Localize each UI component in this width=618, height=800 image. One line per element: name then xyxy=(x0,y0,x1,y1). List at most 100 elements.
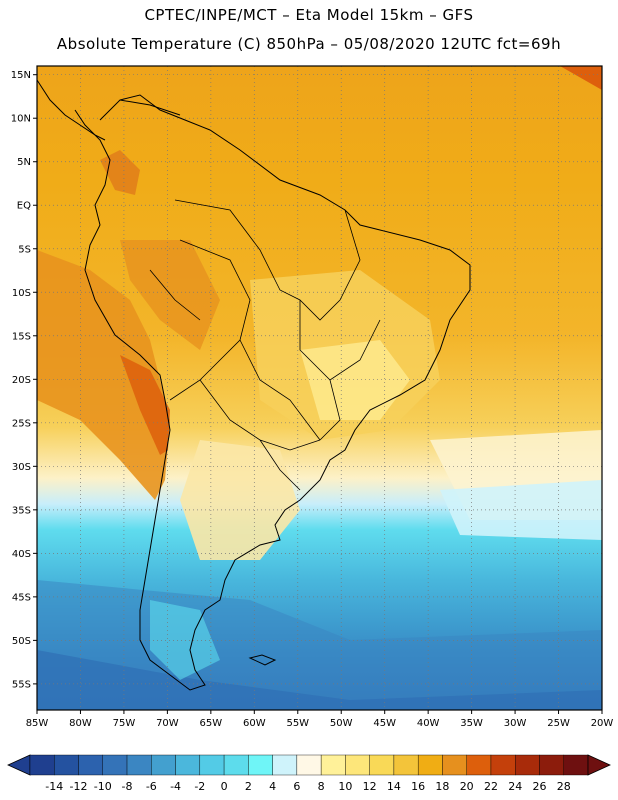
warm-region-andes xyxy=(37,250,170,500)
mild-region-southeast xyxy=(300,340,410,420)
lon-tick-label: 35W xyxy=(460,718,483,729)
colorbar-label: 24 xyxy=(508,780,522,793)
lon-tick-label: 60W xyxy=(243,718,266,729)
colorbar-label: -8 xyxy=(122,780,133,793)
colorbar-label: 18 xyxy=(435,780,449,793)
colorbar-label: -14 xyxy=(45,780,63,793)
colorbar-label: -2 xyxy=(194,780,205,793)
colorbar-label: 16 xyxy=(411,780,425,793)
lon-tick-label: 70W xyxy=(156,718,179,729)
colorbar-label: -6 xyxy=(146,780,157,793)
colorbar-swatch xyxy=(515,754,540,776)
temperature-anomaly-patches xyxy=(37,66,602,710)
lat-lon-grid xyxy=(37,66,602,710)
colorbar-swatch xyxy=(417,754,443,776)
colorbar-swatch xyxy=(296,754,322,776)
lat-tick-label: 40S xyxy=(12,549,31,560)
colorbar-label: -12 xyxy=(70,780,88,793)
caribbean-coastline xyxy=(99,99,181,121)
colorbar-swatch xyxy=(490,754,516,776)
colorbar-label: 8 xyxy=(318,780,325,793)
lat-tick-label: 30S xyxy=(12,462,31,473)
colorbar-swatch xyxy=(175,754,201,776)
lon-tick-label: 25W xyxy=(547,718,570,729)
colorbar-swatch xyxy=(29,754,55,776)
colorbar-swatch xyxy=(320,754,346,776)
colorbar-swatch xyxy=(199,754,225,776)
colorbar-swatch xyxy=(248,754,273,776)
colorbar-arrow-low xyxy=(7,754,31,776)
colorbar-swatch xyxy=(393,754,419,776)
axis-ticks xyxy=(33,74,603,714)
map-border xyxy=(36,65,603,711)
colorbar-swatch xyxy=(54,754,79,776)
colorbar-swatch xyxy=(78,754,103,776)
colorbar-label: -10 xyxy=(94,780,112,793)
central-america-coastline xyxy=(37,79,106,141)
colorbar-swatch xyxy=(345,754,370,776)
colorbar-arrow-high xyxy=(587,754,611,776)
lat-tick-label: 15S xyxy=(12,331,31,342)
lon-tick-label: 20W xyxy=(591,718,614,729)
lat-tick-label: 5S xyxy=(18,244,31,255)
colorbar-label: 28 xyxy=(557,780,571,793)
coastlines-borders xyxy=(37,79,471,691)
lat-tick-label: 10N xyxy=(11,114,31,125)
colorbar-label: 0 xyxy=(221,780,228,793)
latitude-labels: 15N 10N 5N EQ 5S 10S 15S 20S 25S 30S 35S 40S 45S 50S 5… xyxy=(11,70,31,690)
hot-region-corner xyxy=(560,66,602,90)
colorbar-swatch xyxy=(126,754,152,776)
colorbar-swatch xyxy=(539,754,564,776)
lon-tick-label: 75W xyxy=(113,718,136,729)
map-title: CPTEC/INPE/MCT – Eta Model 15km – GFS xyxy=(144,6,474,24)
colorbar-label: 2 xyxy=(245,780,252,793)
lon-tick-label: 30W xyxy=(504,718,527,729)
hot-region-atacama xyxy=(120,355,170,455)
falkland-islands xyxy=(248,654,277,666)
colorbar-swatch xyxy=(151,754,176,776)
colorbar-swatch xyxy=(223,754,249,776)
lat-tick-label: 20S xyxy=(12,375,31,386)
map-subtitle: Absolute Temperature (C) 850hPa – 05/08/… xyxy=(56,35,562,53)
lat-tick-label: 50S xyxy=(12,636,31,647)
longitude-labels: 85W 80W 75W 70W 65W 60W 55W 50W 45W 40W 35W 30W 25W 2… xyxy=(26,718,614,729)
lon-tick-label: 55W xyxy=(286,718,309,729)
lon-tick-label: 85W xyxy=(26,718,49,729)
lat-tick-label: 55S xyxy=(12,679,31,690)
country-borders xyxy=(149,199,381,491)
lon-tick-label: 45W xyxy=(373,718,396,729)
lat-tick-label: EQ xyxy=(17,201,31,212)
colorbar-label: 22 xyxy=(484,780,498,793)
temperature-colorbar: -14 -12 -10 -8 -6 -4 -2 0 2 4 6 8 10 12 14 16 18 20 22 24 26… xyxy=(7,754,611,793)
colorbar-label: 14 xyxy=(387,780,401,793)
lon-tick-label: 65W xyxy=(200,718,223,729)
lat-tick-label: 35S xyxy=(12,505,31,516)
colorbar-label: 6 xyxy=(293,780,300,793)
lon-tick-label: 80W xyxy=(69,718,92,729)
colorbar-swatch xyxy=(466,754,492,776)
colorbar-label: 4 xyxy=(269,780,276,793)
colorbar-label: 26 xyxy=(532,780,546,793)
lat-tick-label: 10S xyxy=(12,288,31,299)
colorbar-swatch xyxy=(272,754,298,776)
colorbar-label: 12 xyxy=(363,780,377,793)
colorbar-label: 10 xyxy=(338,780,352,793)
lat-tick-label: 15N xyxy=(11,70,31,81)
lon-tick-label: 50W xyxy=(330,718,353,729)
map-frame xyxy=(36,65,603,711)
colorbar-swatch xyxy=(563,754,589,776)
lat-tick-label: 45S xyxy=(12,592,31,603)
cold-region-patagonia xyxy=(150,600,220,680)
colorbar-swatch xyxy=(442,754,467,776)
cool-region-argentina xyxy=(180,440,300,560)
lat-tick-label: 5N xyxy=(17,157,31,168)
lat-tick-label: 25S xyxy=(12,418,31,429)
colorbar-swatch xyxy=(369,754,395,776)
lon-tick-label: 40W xyxy=(417,718,440,729)
south-america-coastline xyxy=(74,94,471,691)
coldest-region-south xyxy=(37,650,602,710)
colorbar-label: 20 xyxy=(460,780,474,793)
warm-region-amazon-west xyxy=(120,240,220,350)
colorbar-label: -4 xyxy=(170,780,181,793)
